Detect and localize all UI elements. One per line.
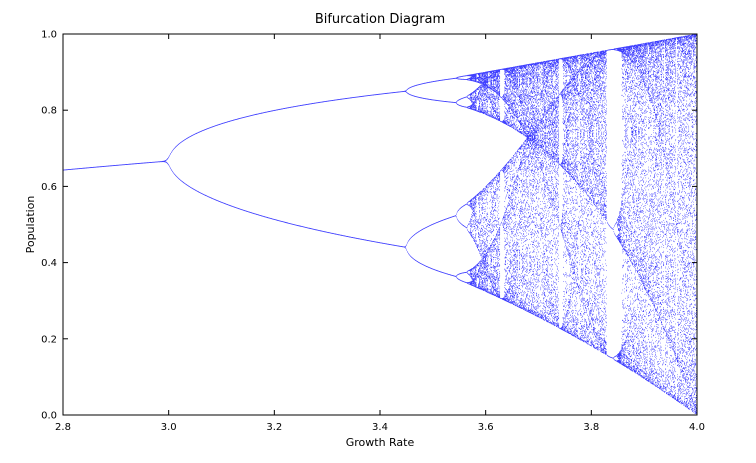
x-tick-label: 3.2: [266, 422, 282, 433]
y-tick-label: 0.0: [41, 411, 57, 422]
chart-title: Bifurcation Diagram: [315, 12, 445, 27]
x-tick-label: 3.0: [161, 422, 177, 433]
x-tick-label: 4.0: [689, 422, 705, 433]
y-tick-label: 0.4: [41, 258, 57, 269]
y-tick-label: 1.0: [41, 30, 57, 41]
x-tick-label: 3.8: [583, 422, 599, 433]
plot-frame: [62, 33, 698, 416]
x-tick-label: 2.8: [55, 422, 71, 433]
y-tick-label: 0.8: [41, 106, 57, 117]
x-axis-label: Growth Rate: [346, 436, 415, 449]
y-tick-label: 0.2: [41, 334, 57, 345]
y-tick-label: 0.6: [41, 182, 57, 193]
y-axis-label: Population: [24, 196, 37, 254]
x-tick-label: 3.6: [478, 422, 494, 433]
x-tick-label: 3.4: [372, 422, 388, 433]
